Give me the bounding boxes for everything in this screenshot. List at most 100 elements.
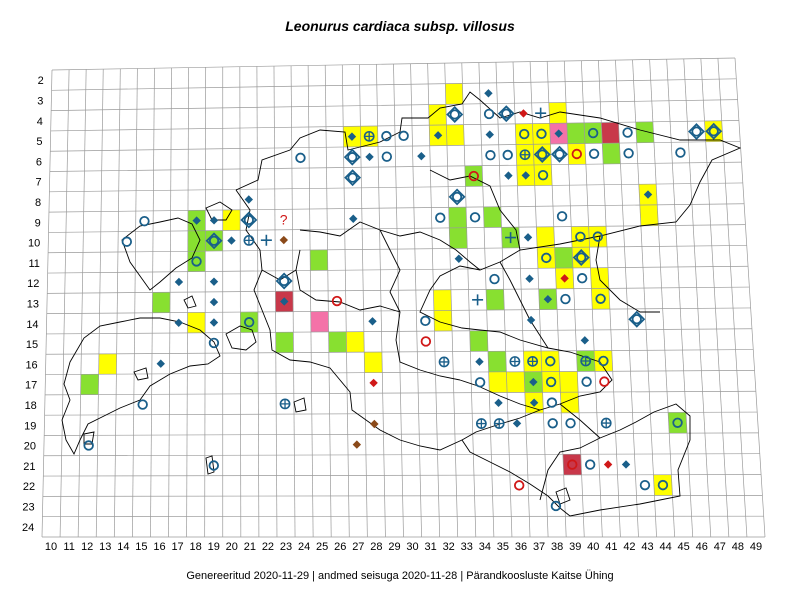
row-label: 2 (38, 75, 44, 87)
grid-col-line (734, 57, 766, 538)
row-label: 20 (24, 441, 36, 453)
diamond-marker-19-13 (209, 297, 219, 307)
circle-marker-12-20 (83, 440, 94, 451)
filled-cell-26-15 (328, 331, 347, 353)
grid-col-line (41, 69, 53, 538)
grid-col-line (186, 67, 189, 538)
inner-border-3 (429, 169, 521, 251)
circle-cross-marker-36-16 (509, 356, 521, 367)
diamond-icon (209, 277, 219, 286)
circle-icon (537, 149, 548, 160)
circle-icon (565, 418, 576, 429)
grid-col-line (290, 65, 296, 538)
col-label: 23 (280, 541, 292, 553)
circle-icon (347, 152, 358, 163)
circle-marker-29-6 (381, 151, 393, 162)
circle-icon (592, 231, 604, 242)
filled-cell-40-11 (572, 247, 591, 268)
grid-col-line (717, 58, 748, 538)
diamond-outline-icon (343, 148, 361, 166)
grid-col-line (615, 60, 639, 538)
diamond-marker-17-14 (174, 318, 183, 327)
generated-date: Genereeritud 2020-11-29 (186, 570, 310, 582)
row-label: 7 (35, 177, 41, 189)
diamond-marker-39-5 (554, 129, 563, 138)
grid-row-line (45, 390, 756, 396)
grid-row-line (43, 453, 760, 457)
grid-col-line (529, 61, 549, 538)
red-circle-marker-31-15 (420, 336, 432, 347)
diamond-icon (525, 274, 534, 283)
diamond-outline-icon (275, 272, 293, 290)
vormsi-island (205, 201, 233, 221)
inner-border-6 (499, 261, 549, 349)
filled-cell-16-13 (152, 292, 171, 313)
circle-icon (560, 293, 571, 305)
grid-row-line (48, 224, 746, 233)
row-label: 16 (25, 359, 37, 371)
circle-diamond-marker-21-9 (240, 211, 258, 229)
diamond-icon (454, 254, 464, 263)
diamond-marker-23-13 (280, 297, 289, 306)
diamond-marker-27-5 (347, 132, 357, 141)
circle-icon (435, 212, 446, 223)
grid-row-line (49, 161, 742, 172)
red-circle-icon (513, 480, 525, 491)
grid-row-line (49, 182, 743, 193)
col-label: 25 (316, 541, 328, 553)
grid-row-line (46, 328, 752, 335)
filled-cell-13-16 (98, 353, 117, 375)
circle-icon (243, 214, 254, 226)
col-label: 37 (533, 541, 545, 553)
circle-icon (208, 235, 220, 246)
filled-cell-44-9 (639, 204, 659, 226)
red-diamond-icon (603, 460, 613, 469)
circle-marker-43-22 (639, 479, 651, 491)
grid-col-line (632, 59, 657, 538)
muhu-island (225, 325, 257, 351)
circle-marker-41-16 (598, 355, 609, 367)
diamond-icon (174, 318, 183, 327)
filled-cell-37-5 (515, 123, 534, 145)
cross-icon (510, 356, 520, 367)
circle-cross-marker-34-19 (475, 418, 487, 429)
circle-cross-marker-28-5 (363, 130, 375, 142)
diamond-icon (621, 460, 631, 469)
plus-icon (472, 294, 484, 306)
col-label: 26 (334, 541, 346, 553)
inner-border-7 (595, 235, 660, 313)
circle-diamond-marker-27-7 (344, 169, 362, 187)
grid-row-line (46, 307, 751, 315)
brown-diamond-icon (370, 419, 379, 429)
diamond-marker-36-19 (512, 419, 522, 428)
grid-col-line (598, 60, 621, 538)
circle-icon (279, 275, 290, 287)
diamond-icon (156, 359, 165, 368)
circle-diamond-marker-38-6 (533, 146, 551, 163)
col-label: 42 (623, 541, 635, 553)
question-marker-23-9: ? (280, 212, 288, 228)
circle-marker-38-17 (545, 376, 557, 388)
inner-border-4 (295, 249, 401, 313)
circle-marker-38-18 (546, 397, 558, 408)
circle-cross-marker-32-16 (438, 356, 450, 368)
col-label: 31 (424, 541, 436, 553)
diamond-icon (174, 277, 184, 287)
diamond-marker-19-9 (209, 216, 219, 225)
circle-marker-46-6 (675, 147, 686, 158)
filled-cell-35-9 (483, 206, 502, 228)
filled-cell-18-10 (187, 230, 206, 252)
row-label: 22 (23, 481, 35, 493)
circle-icon (243, 317, 255, 328)
circle-marker-35-12 (489, 273, 500, 285)
col-label: 36 (515, 541, 527, 553)
filled-cell-27-15 (346, 331, 365, 353)
row-label: 19 (24, 420, 36, 432)
cross-icon (439, 357, 449, 367)
filled-cell-38-16 (541, 350, 560, 372)
grid-row-line (45, 349, 754, 355)
col-label: 45 (678, 541, 690, 553)
brown-diamond-icon (279, 235, 289, 245)
filled-cell-44-5 (635, 121, 654, 143)
grid-col-line (273, 66, 278, 538)
